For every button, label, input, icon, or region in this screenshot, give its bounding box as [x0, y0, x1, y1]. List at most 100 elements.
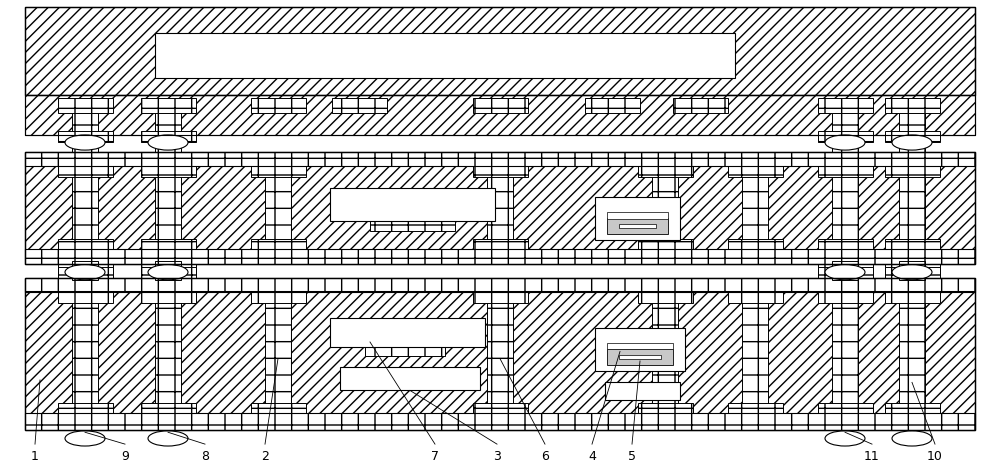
Bar — [742, 166, 768, 249]
Bar — [899, 166, 925, 249]
Bar — [72, 142, 98, 152]
Bar — [605, 382, 680, 400]
Bar — [155, 274, 181, 280]
Bar — [818, 292, 872, 303]
Bar — [818, 267, 872, 278]
Bar — [25, 152, 975, 264]
Bar — [728, 403, 782, 413]
Bar — [899, 274, 925, 280]
Bar — [58, 131, 113, 142]
Bar — [250, 166, 306, 177]
Bar — [607, 343, 673, 349]
Ellipse shape — [825, 431, 865, 446]
Bar — [370, 221, 455, 231]
Bar — [885, 403, 940, 413]
Bar — [365, 347, 445, 356]
Text: 3: 3 — [493, 449, 501, 463]
Bar — [25, 249, 975, 264]
Bar — [885, 292, 940, 303]
Bar — [58, 292, 113, 303]
Bar — [473, 292, 528, 303]
Bar — [885, 267, 940, 278]
Bar — [332, 98, 387, 113]
Text: 4: 4 — [588, 449, 596, 463]
Bar — [885, 264, 940, 274]
Bar — [607, 212, 668, 219]
Bar — [25, 152, 975, 166]
Bar — [818, 98, 872, 113]
Bar — [818, 403, 872, 413]
Bar — [140, 403, 196, 413]
Bar — [638, 292, 693, 303]
Bar — [728, 166, 782, 177]
Bar — [25, 7, 975, 95]
Bar — [473, 403, 528, 413]
Bar — [330, 318, 485, 347]
Bar — [140, 98, 196, 113]
Ellipse shape — [892, 265, 932, 280]
Bar — [899, 113, 925, 135]
Bar — [340, 367, 480, 390]
Text: 7: 7 — [431, 449, 439, 463]
Bar — [25, 278, 975, 430]
Ellipse shape — [65, 265, 105, 280]
Bar — [25, 95, 975, 135]
Bar — [818, 166, 872, 177]
Text: 8: 8 — [201, 449, 209, 463]
Bar — [155, 113, 181, 135]
Bar — [250, 292, 306, 303]
Bar — [885, 239, 940, 249]
Bar — [652, 292, 678, 413]
Bar — [140, 264, 196, 274]
Bar — [155, 142, 181, 152]
Bar — [818, 264, 872, 274]
Bar — [58, 239, 113, 249]
Bar — [652, 166, 678, 249]
Bar — [832, 292, 858, 413]
Bar — [58, 264, 113, 274]
Bar — [72, 292, 98, 413]
Bar — [25, 278, 975, 292]
Bar — [25, 413, 975, 430]
Bar — [818, 131, 872, 142]
Bar — [899, 142, 925, 152]
Bar — [899, 292, 925, 413]
Ellipse shape — [148, 265, 188, 280]
Bar — [619, 224, 656, 228]
Bar — [584, 98, 640, 113]
Ellipse shape — [892, 135, 932, 150]
Bar — [72, 261, 98, 267]
Bar — [25, 278, 975, 430]
Bar — [832, 113, 858, 135]
Bar — [595, 197, 680, 240]
Bar — [885, 98, 940, 113]
Bar — [58, 267, 113, 278]
Ellipse shape — [825, 135, 865, 150]
Text: 1: 1 — [31, 449, 39, 463]
Bar — [265, 292, 291, 413]
Ellipse shape — [148, 135, 188, 150]
Ellipse shape — [65, 431, 105, 446]
Bar — [330, 188, 495, 221]
Bar — [818, 239, 872, 249]
Bar — [140, 292, 196, 303]
Text: 2: 2 — [261, 449, 269, 463]
Bar — [885, 131, 940, 142]
Bar — [487, 166, 513, 249]
Bar — [728, 239, 782, 249]
Text: 11: 11 — [864, 449, 880, 463]
Bar — [25, 95, 975, 135]
Text: 5: 5 — [628, 449, 636, 463]
Bar — [72, 113, 98, 135]
Bar — [832, 261, 858, 267]
Bar — [155, 33, 735, 78]
Bar — [250, 239, 306, 249]
Bar — [832, 166, 858, 249]
Bar — [250, 98, 306, 113]
Bar — [885, 166, 940, 177]
Bar — [25, 278, 975, 292]
Bar — [25, 152, 975, 264]
Bar — [619, 355, 661, 359]
Bar — [487, 292, 513, 413]
Bar — [595, 328, 685, 371]
